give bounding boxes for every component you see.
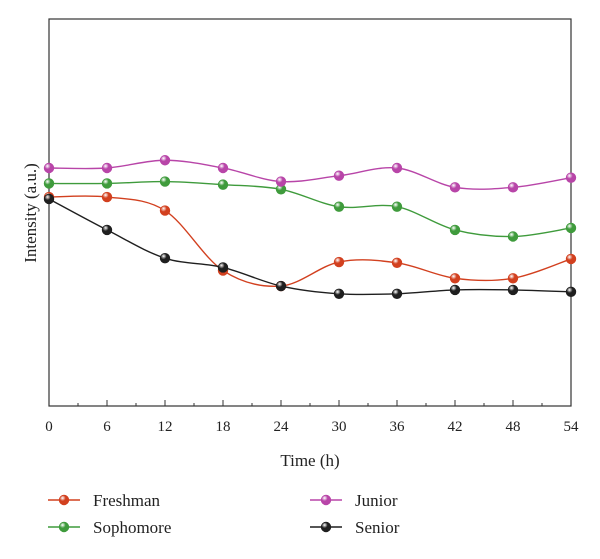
- x-tick-label: 12: [158, 419, 173, 435]
- legend-marker-junior: [320, 494, 332, 506]
- data-point-senior-42: [449, 284, 461, 296]
- data-point-sophomore-54: [565, 222, 577, 234]
- legend-label-freshman: Freshman: [93, 491, 161, 510]
- y-axis-label: Intensity (a.u.): [21, 163, 40, 263]
- x-tick-label: 30: [332, 419, 347, 435]
- data-point-sophomore-36: [391, 201, 403, 212]
- data-point-senior-54: [565, 286, 577, 298]
- data-point-junior-18: [217, 162, 229, 174]
- data-point-junior-6: [101, 162, 113, 174]
- data-point-sophomore-12: [159, 176, 171, 187]
- x-tick-label: 42: [448, 419, 463, 435]
- data-point-junior-54: [565, 172, 577, 183]
- data-point-freshman-6: [101, 191, 113, 203]
- data-point-junior-24: [275, 176, 287, 187]
- x-tick-label: 6: [103, 419, 111, 435]
- x-tick-label: 54: [564, 419, 580, 435]
- data-point-junior-12: [159, 155, 171, 166]
- data-point-freshman-36: [391, 257, 403, 269]
- data-point-junior-42: [449, 182, 461, 193]
- data-point-senior-48: [507, 284, 519, 296]
- legend-marker-sophomore: [58, 521, 70, 533]
- data-point-freshman-12: [159, 205, 171, 216]
- series-line-junior: [48, 159, 572, 190]
- x-tick-label: 18: [216, 419, 231, 435]
- data-point-sophomore-0: [43, 178, 55, 189]
- data-point-sophomore-30: [333, 201, 345, 212]
- x-tick-label: 36: [390, 419, 406, 435]
- legend-item-senior: Senior: [310, 518, 400, 537]
- data-point-sophomore-42: [449, 224, 461, 236]
- legend-label-junior: Junior: [355, 491, 398, 510]
- data-point-freshman-54: [565, 253, 577, 265]
- legend-item-freshman: Freshman: [48, 491, 161, 510]
- data-point-junior-36: [391, 162, 403, 174]
- data-point-sophomore-18: [217, 179, 229, 190]
- legend-marker-senior: [320, 521, 332, 533]
- series-line-senior: [48, 198, 572, 296]
- x-axis-ticks: 0 6 12 18 24 30 36 42 48 54: [45, 400, 579, 435]
- legend: Freshman Sophomore Junior Senior: [48, 491, 400, 537]
- data-point-junior-0: [43, 162, 55, 174]
- data-point-senior-12: [159, 252, 171, 264]
- data-point-senior-24: [275, 280, 287, 292]
- legend-item-sophomore: Sophomore: [48, 518, 171, 537]
- data-point-sophomore-6: [101, 178, 113, 189]
- data-point-senior-18: [217, 262, 229, 273]
- x-tick-label: 0: [45, 419, 53, 435]
- legend-item-junior: Junior: [310, 491, 398, 510]
- x-tick-label: 48: [506, 419, 521, 435]
- data-point-junior-48: [507, 182, 519, 193]
- series-layer: [43, 155, 577, 299]
- data-point-senior-6: [101, 224, 113, 236]
- data-point-senior-30: [333, 288, 345, 299]
- plot-frame: [48, 18, 572, 407]
- data-point-senior-0: [43, 193, 55, 205]
- x-tick-label: 24: [274, 419, 290, 435]
- data-point-freshman-48: [507, 273, 519, 284]
- data-point-freshman-30: [333, 256, 345, 268]
- x-axis-label: Time (h): [280, 451, 339, 470]
- data-point-sophomore-48: [507, 231, 519, 242]
- legend-marker-freshman: [58, 494, 70, 506]
- legend-label-senior: Senior: [355, 518, 400, 537]
- data-point-freshman-42: [449, 273, 461, 284]
- series-line-sophomore: [48, 180, 572, 238]
- legend-label-sophomore: Sophomore: [93, 518, 171, 537]
- series-line-freshman: [48, 195, 572, 287]
- data-point-junior-30: [333, 170, 345, 181]
- data-point-senior-36: [391, 288, 403, 299]
